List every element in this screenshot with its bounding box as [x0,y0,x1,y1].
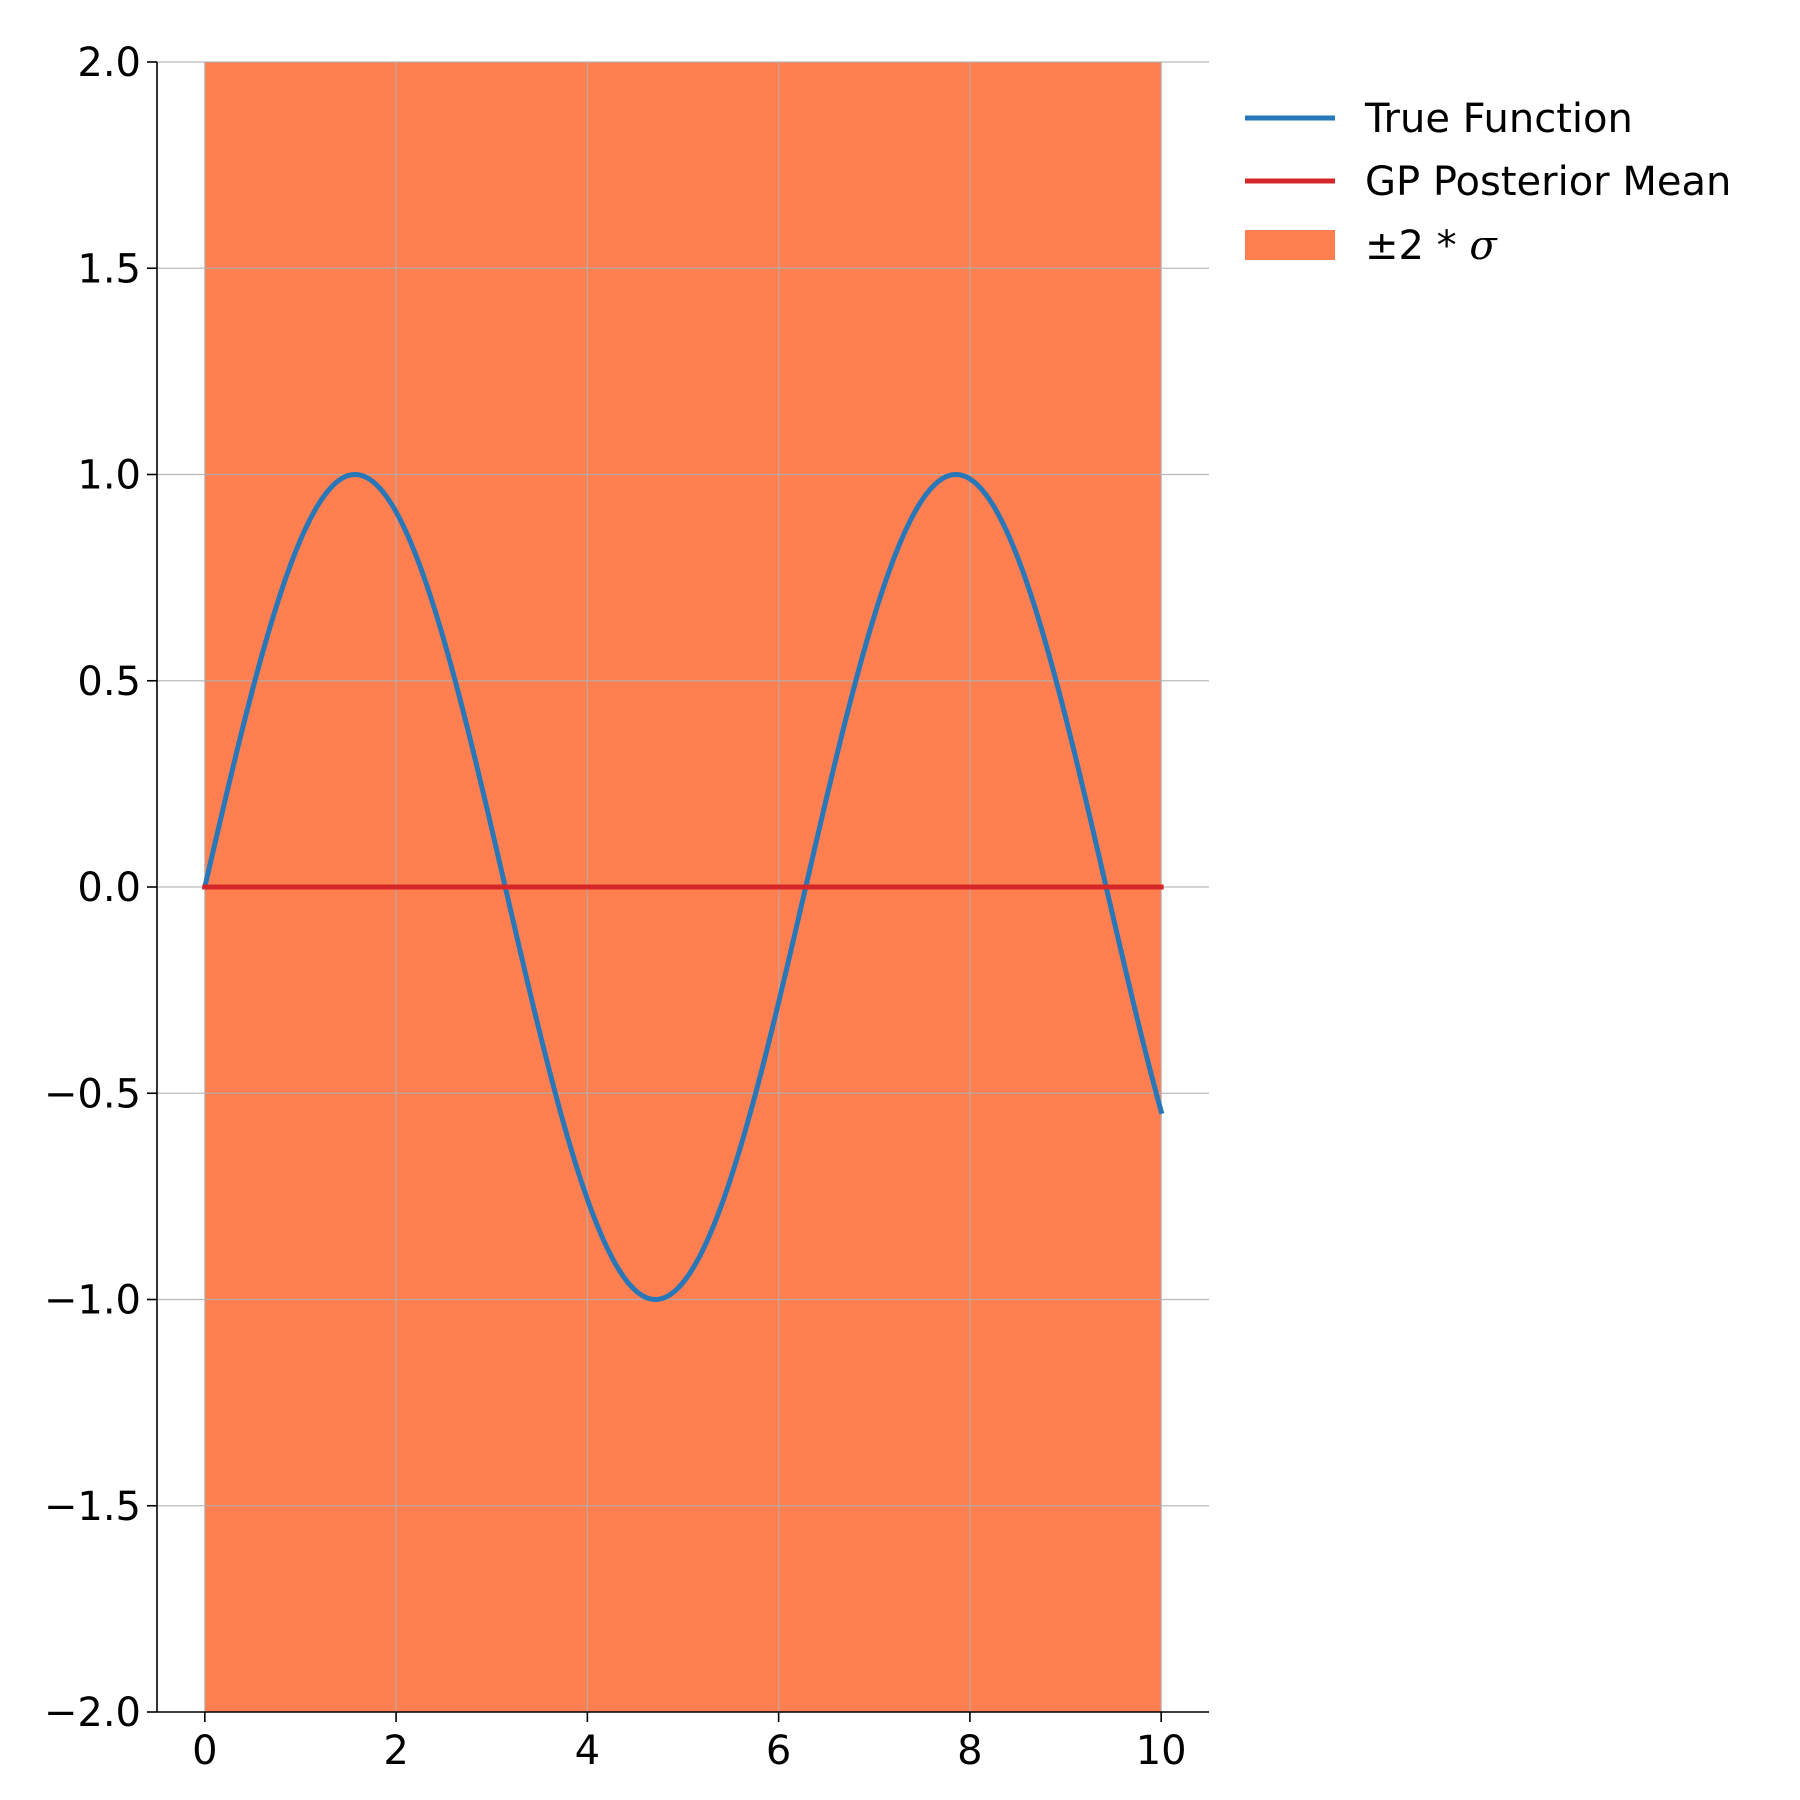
x-tick-label: 10 [1136,1728,1187,1774]
x-tick-label: 8 [957,1728,982,1774]
legend: True Function GP Posterior Mean ±2 * σ [1245,96,1731,269]
legend-sigma-band-label: ±2 * σ [1365,223,1498,269]
y-tick-label: −2.0 [44,1690,141,1736]
axes-layer: 0 2 4 6 8 10 −2.0 −1.5 −1.0 −0.5 0.0 0.5 1.0 1.5 2.0 [44,40,1209,1774]
y-tick-label: −0.5 [44,1071,141,1117]
y-tick-label: 1.0 [77,453,141,499]
x-tick-label: 2 [383,1728,408,1774]
legend-sigma-symbol: σ [1469,223,1498,269]
y-tick-label: 0.5 [77,659,141,705]
y-tick-label: 1.5 [77,246,141,292]
y-tick-label: −1.5 [44,1484,141,1530]
y-tick-label: 2.0 [77,40,141,86]
legend-true-function-label: True Function [1364,96,1633,142]
x-tick-label: 0 [192,1728,217,1774]
legend-sigma-band-swatch [1245,230,1335,260]
legend-gp-mean-label: GP Posterior Mean [1365,159,1731,205]
series-layer [201,472,1165,1302]
legend-sigma-prefix: ±2 * [1365,223,1469,269]
y-tick-label: 0.0 [77,865,141,911]
x-tick-label: 4 [575,1728,600,1774]
true-function-line [201,472,1165,1302]
x-tick-label: 6 [766,1728,791,1774]
y-tick-label: −1.0 [44,1278,141,1324]
